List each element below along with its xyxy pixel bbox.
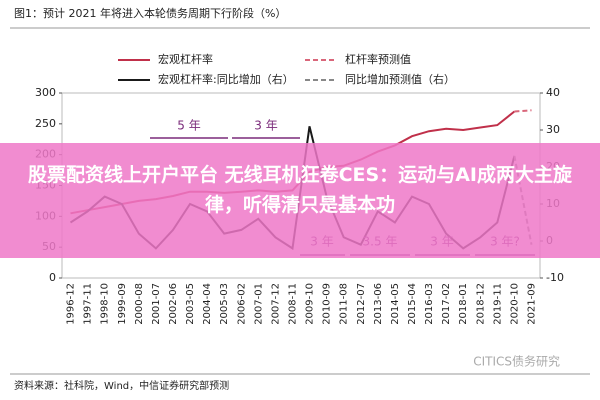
- legend-label: 同比增加预测值（右）: [345, 72, 455, 86]
- x-tick-label: 2003-05: [185, 283, 196, 325]
- banner-bg: [0, 143, 600, 258]
- legend-label: 杠杆率预测值: [345, 52, 411, 66]
- x-tick-label: 2001-07: [151, 283, 162, 325]
- x-tick-label: 2009-10: [305, 283, 316, 325]
- y2-tick-label: 40: [546, 86, 560, 99]
- x-tick-label: 2017-02: [441, 283, 452, 325]
- y-tick-label: 250: [35, 117, 56, 130]
- x-tick-label: 2019-11: [492, 283, 503, 325]
- y-tick-label: 0: [49, 271, 56, 284]
- x-tick-label: 2020-10: [509, 283, 520, 325]
- x-tick-label: 2004-04: [202, 283, 213, 325]
- x-tick-label: 1996-12: [66, 283, 77, 325]
- x-tick-label: 1998-10: [100, 283, 111, 325]
- y2-tick-label: -10: [546, 271, 564, 284]
- x-tick-label: 2012-07: [356, 283, 367, 325]
- annotation: 5 年: [177, 119, 200, 133]
- x-tick-label: 2008-11: [287, 283, 298, 325]
- x-tick-label: 1997-11: [83, 283, 94, 325]
- x-tick-label: 2005-03: [219, 283, 230, 325]
- x-tick-label: 2007-12: [270, 283, 281, 325]
- x-tick-label: 2015-04: [407, 283, 418, 325]
- x-tick-label: 2016-03: [424, 283, 435, 325]
- watermark: CITICS债务研究: [473, 354, 560, 369]
- source: 资料来源：社科院，Wind，中信证券研究部预测: [14, 379, 229, 392]
- y-tick-label: 300: [35, 86, 56, 99]
- x-tick-label: 2018-01: [458, 283, 469, 325]
- x-tick-label: 2010-09: [322, 283, 333, 325]
- legend-label: 宏观杠杆率: [158, 52, 213, 66]
- x-tick-label: 2014-05: [390, 283, 401, 325]
- chart-title: 图1：预计 2021 年将进入本轮债务周期下行阶段（%）: [14, 6, 286, 20]
- series-line: [514, 109, 532, 113]
- x-tick-label: 2000-08: [134, 283, 145, 325]
- legend-label: 宏观杠杆率:同比增加（右）: [158, 72, 294, 86]
- banner-text: 股票配资线上开户平台 无线耳机狂卷CES：运动与AI成两大主旋律，听得清只是基本…: [28, 164, 572, 216]
- x-tick-label: 2011-08: [339, 283, 350, 325]
- x-tick-label: 2018-12: [475, 283, 486, 325]
- annotation: 3 年: [254, 119, 277, 133]
- x-tick-label: 1999-09: [117, 283, 128, 325]
- x-tick-label: 2013-06: [373, 283, 384, 325]
- x-tick-label: 2007-01: [253, 283, 264, 325]
- x-tick-label: 2021-09: [526, 283, 537, 325]
- y2-tick-label: 30: [546, 123, 560, 136]
- banner: 股票配资线上开户平台 无线耳机狂卷CES：运动与AI成两大主旋律，听得清只是基本…: [28, 164, 572, 216]
- x-tick-label: 2006-02: [236, 283, 247, 325]
- x-tick-label: 2002-06: [168, 283, 179, 325]
